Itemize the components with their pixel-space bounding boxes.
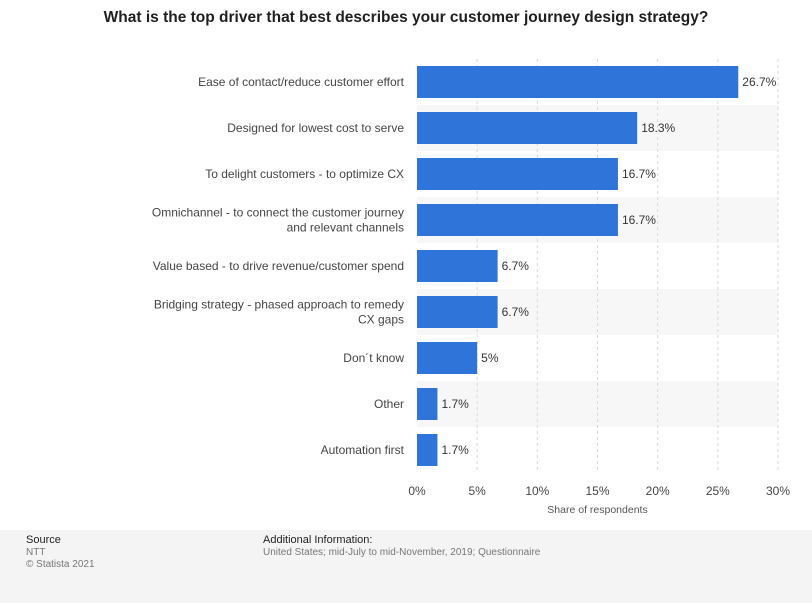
category-label: To delight customers - to optimize CX [205,167,404,181]
category-label: Value based - to drive revenue/customer … [153,259,404,273]
category-label: Bridging strategy - phased approach to r… [154,298,404,312]
x-tick-label: 20% [646,484,670,498]
bar [417,342,478,374]
copyright-text: © Statista 2021 [26,559,95,570]
bar-chart: 26.7% Ease of contact/reduce customer eff… [152,59,790,516]
bar-value-label: 26.7% [742,75,776,89]
bar [417,66,739,98]
additional-info-label: Additional Information: [263,534,373,546]
category-label: Designed for lowest cost to serve [227,121,404,135]
bar-value-label: 1.7% [441,397,469,411]
bar-value-label: 18.3% [641,121,675,135]
chart-title: What is the top driver that best describ… [103,9,709,26]
bar-value-label: 1.7% [441,443,469,457]
source-block: Source NTT © Statista 2021 [26,534,95,572]
x-tick-label: 15% [585,484,609,498]
additional-info-block: Additional Information: United States; m… [263,534,540,559]
additional-info-text: United States; mid-July to mid-November,… [263,546,541,558]
bar-value-label: 6.7% [502,259,530,273]
bar [417,112,638,144]
category-label: Don´t know [343,351,404,365]
bar-value-label: 16.7% [622,167,656,181]
x-tick-label: 10% [525,484,549,498]
source-name[interactable]: NTT [26,546,46,558]
x-tick-label: 5% [468,484,486,498]
bar [417,250,498,282]
source-label: Source [26,534,61,546]
category-label: Omnichannel - to connect the customer jo… [152,206,404,220]
chart-card: What is the top driver that best describ… [0,0,812,530]
bar [417,434,438,466]
bar [417,158,618,190]
bar-value-label: 6.7% [502,305,530,319]
bar [417,204,618,236]
category-label: Other [374,397,404,411]
x-tick-label: 30% [766,484,790,498]
category-label: CX gaps [358,313,404,327]
x-tick-label: 0% [408,484,426,498]
bar-value-label: 16.7% [622,213,656,227]
bar [417,388,438,420]
category-label: and relevant channels [287,221,404,235]
x-tick-label: 25% [706,484,730,498]
category-label: Ease of contact/reduce customer effort [198,75,405,89]
bar-value-label: 5% [481,351,499,365]
x-axis-title: Share of respondents [547,504,647,516]
category-label: Automation first [321,443,405,457]
bar [417,296,498,328]
